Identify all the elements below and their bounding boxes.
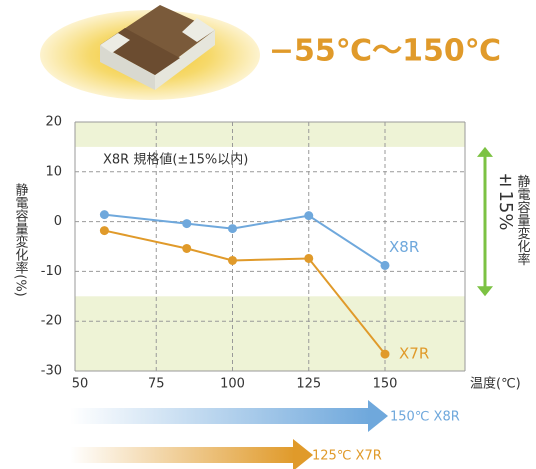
band-arrow-head bbox=[477, 146, 493, 157]
y-tick-label: 0 bbox=[54, 214, 62, 229]
y-tick-label: 10 bbox=[45, 164, 62, 179]
x-axis-label: 温度(℃) bbox=[470, 376, 521, 392]
annotation: X8R 規格値(±15%以内) bbox=[103, 152, 248, 168]
data-point bbox=[380, 260, 390, 270]
range-label: 125℃ X7R bbox=[312, 449, 382, 464]
x-tick-label: 75 bbox=[148, 377, 165, 392]
chart-title: −55℃〜150℃ bbox=[269, 34, 501, 69]
series-label: X8R bbox=[389, 238, 419, 256]
x-tick-label: 50 bbox=[72, 377, 89, 392]
spec-band bbox=[75, 296, 465, 371]
x-tick-label: 125 bbox=[296, 377, 321, 392]
range-label: 150℃ X8R bbox=[390, 410, 460, 425]
range-arrows bbox=[70, 400, 388, 469]
data-point bbox=[304, 253, 314, 263]
data-point bbox=[182, 243, 192, 253]
band-axis-label: 静電容量変化率 bbox=[515, 175, 531, 266]
y-tick-label: -30 bbox=[41, 364, 62, 379]
data-point bbox=[380, 349, 390, 359]
y-axis-label: 静電容量変化率(%) bbox=[13, 183, 29, 297]
data-point bbox=[99, 210, 109, 220]
band-label: ±15% bbox=[495, 169, 516, 230]
chip-illustration bbox=[40, 5, 260, 100]
y-tick-label: -20 bbox=[41, 314, 62, 329]
data-point bbox=[182, 219, 192, 229]
data-point bbox=[304, 211, 314, 221]
data-point bbox=[228, 224, 237, 234]
spec-band bbox=[75, 122, 465, 147]
data-point bbox=[99, 226, 109, 236]
y-tick-label: 20 bbox=[45, 115, 62, 130]
y-tick-label: -10 bbox=[41, 264, 62, 279]
x-tick-label: 150 bbox=[373, 377, 398, 392]
data-point bbox=[228, 255, 237, 265]
x-tick-label: 100 bbox=[220, 377, 245, 392]
series-label: X7R bbox=[399, 345, 429, 363]
band-arrow-head bbox=[477, 286, 493, 297]
